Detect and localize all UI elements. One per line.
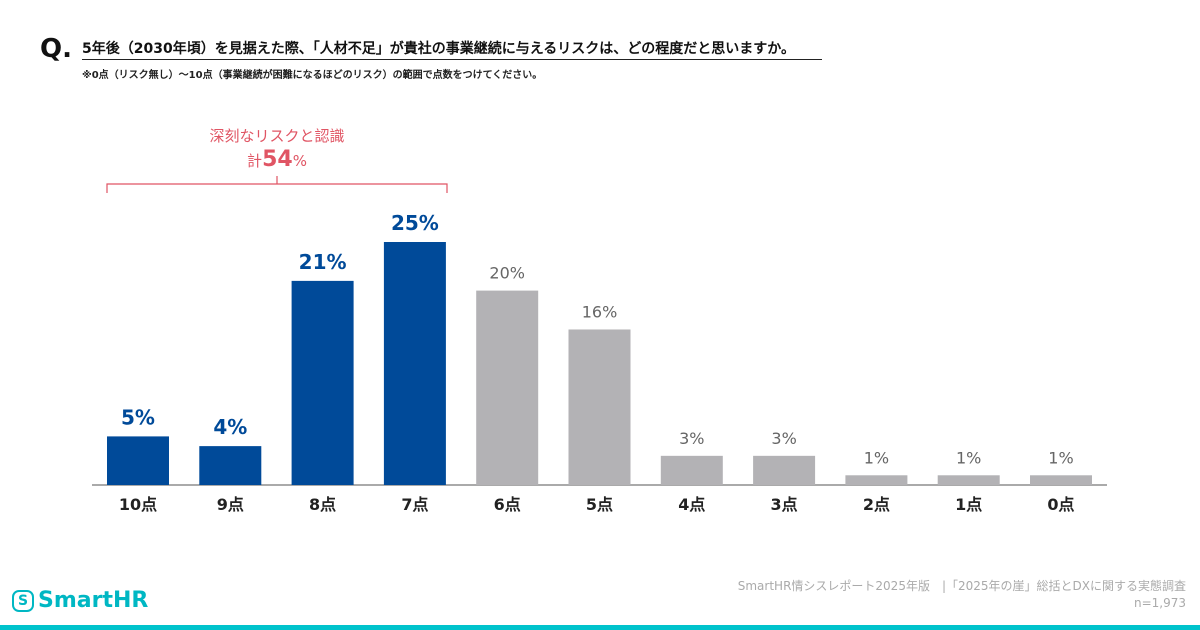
- bar: [568, 329, 631, 485]
- smarthr-logo-icon: S: [12, 589, 34, 612]
- data-label: 3%: [771, 429, 796, 448]
- x-tick-label: 0点: [1047, 495, 1074, 514]
- x-tick-label: 7点: [401, 495, 428, 514]
- bar: [291, 280, 354, 485]
- x-tick-label: 6点: [494, 495, 521, 514]
- x-tick-label: 4点: [678, 495, 705, 514]
- data-label: 5%: [121, 405, 155, 429]
- sample-size: n=1,973: [1133, 596, 1186, 610]
- bar: [845, 475, 908, 485]
- bar: [383, 242, 446, 485]
- x-tick-label: 9点: [217, 495, 244, 514]
- data-label: 1%: [1048, 448, 1073, 467]
- bar: [199, 446, 262, 485]
- data-label: 21%: [299, 250, 347, 274]
- x-tick-label: 1点: [955, 495, 982, 514]
- bar-chart: 5% 10点 4% 9点 21% 8点 25% 7点 20% 6点 16% 5点 3% 4点 3% 3点 1% 2…: [92, 176, 1107, 514]
- bar: [753, 455, 816, 485]
- bar: [107, 436, 169, 485]
- annotation-prefix: 計: [247, 152, 263, 170]
- annotation-total: 計54%: [107, 147, 447, 172]
- question-underline: [82, 59, 822, 60]
- x-tick-label: 3点: [771, 495, 798, 514]
- question-text: 5年後（2030年頃）を見据えた際、「人材不足」が貴社の事業継続に与えるリスクは…: [82, 41, 796, 57]
- data-label: 20%: [489, 264, 525, 283]
- question-mark: Q.: [40, 34, 72, 64]
- bar: [937, 475, 1000, 485]
- data-label: 25%: [391, 211, 439, 235]
- annotation-label: 深刻なリスクと認識: [209, 127, 345, 145]
- bottom-bar: [0, 625, 1200, 630]
- data-label: 1%: [864, 448, 889, 467]
- data-label: 4%: [213, 415, 247, 439]
- smarthr-logo: S SmartHR: [12, 588, 148, 613]
- annotation-value: 54: [262, 147, 293, 172]
- data-label: 3%: [679, 429, 704, 448]
- annotation-unit: %: [292, 152, 307, 170]
- data-label: 1%: [956, 448, 981, 467]
- bar: [1030, 475, 1092, 485]
- source-note: SmartHR情シスレポート2025年版 |「2025年の崖」総括とDXに関する…: [738, 578, 1186, 612]
- question-note: ※0点（リスク無し）～10点（事業継続が困難になるほどのリスク）の範囲で点数をつ…: [82, 70, 543, 81]
- x-tick-label: 8点: [309, 495, 336, 514]
- source-text: SmartHR情シスレポート2025年版 |「2025年の崖」総括とDXに関する…: [737, 579, 1186, 593]
- logo-text: SmartHR: [38, 588, 149, 613]
- bar: [476, 290, 539, 485]
- bar: [660, 455, 723, 485]
- annotation-bracket: [106, 176, 448, 193]
- data-label: 16%: [582, 302, 618, 321]
- x-tick-label: 2点: [863, 495, 890, 514]
- x-tick-label: 5点: [586, 495, 613, 514]
- x-tick-label: 10点: [119, 495, 157, 514]
